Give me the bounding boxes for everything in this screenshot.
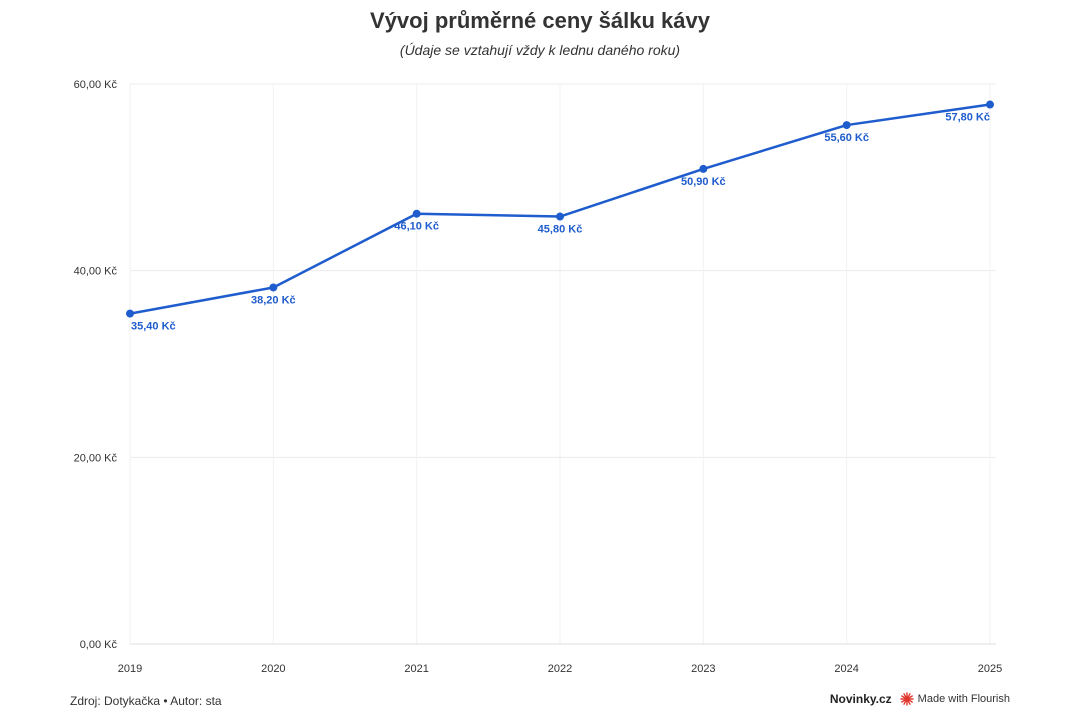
data-label: 46,10 Kč (394, 221, 439, 233)
x-tick-label: 2025 (978, 663, 1002, 675)
y-axis: 0,00 Kč 20,00 Kč 40,00 Kč 60,00 Kč (74, 79, 118, 651)
data-point[interactable] (842, 121, 851, 130)
data-point[interactable] (556, 212, 564, 221)
data-point[interactable] (412, 209, 421, 218)
flourish-label: Made with Flourish (917, 693, 1010, 705)
y-tick-label: 0,00 Kč (80, 639, 118, 651)
line-chart: 0,00 Kč 20,00 Kč 40,00 Kč 60,00 Kč 2019 2020… (74, 79, 1003, 675)
x-tick-label: 2020 (261, 663, 285, 675)
data-point[interactable] (269, 283, 278, 292)
x-tick-label: 2023 (691, 663, 715, 675)
data-label: 45,80 Kč (538, 224, 583, 236)
brand-logo[interactable]: Novinky.cz (829, 692, 892, 706)
data-point[interactable] (986, 100, 994, 109)
x-tick-label: 2021 (404, 663, 428, 675)
data-label: 50,90 Kč (681, 176, 726, 188)
data-label: 38,20 Kč (251, 294, 296, 306)
data-label: 57,80 Kč (945, 112, 990, 124)
chart-subtitle: (Údaje se vztahují vždy k lednu daného r… (399, 42, 681, 58)
data-point[interactable] (699, 164, 708, 173)
data-label: 55,60 Kč (824, 132, 869, 144)
x-axis: 2019 2020 2021 2022 2023 2024 2025 (118, 663, 1002, 675)
data-label: 35,40 Kč (131, 321, 176, 333)
flourish-icon (899, 692, 914, 706)
data-labels: 35,40 Kč 38,20 Kč 46,10 Kč 45,80 Kč 50,90 Kč… (131, 112, 990, 333)
x-tick-label: 2024 (834, 663, 858, 675)
x-tick-label: 2022 (548, 663, 572, 675)
y-tick-label: 20,00 Kč (74, 452, 118, 464)
chart-title: Vývoj průměrné ceny šálku kávy (370, 8, 710, 33)
y-tick-label: 40,00 Kč (74, 266, 118, 278)
grid (129, 83, 996, 645)
y-tick-label: 60,00 Kč (74, 79, 118, 91)
series-line (126, 100, 994, 318)
data-point[interactable] (126, 309, 134, 318)
source-note: Zdroj: Dotykačka • Autor: sta (70, 694, 222, 708)
footer-credits: Novinky.cz Made with Flourish (830, 692, 1010, 706)
x-tick-label: 2019 (118, 663, 142, 675)
flourish-credit[interactable]: Made with Flourish (899, 692, 1010, 706)
